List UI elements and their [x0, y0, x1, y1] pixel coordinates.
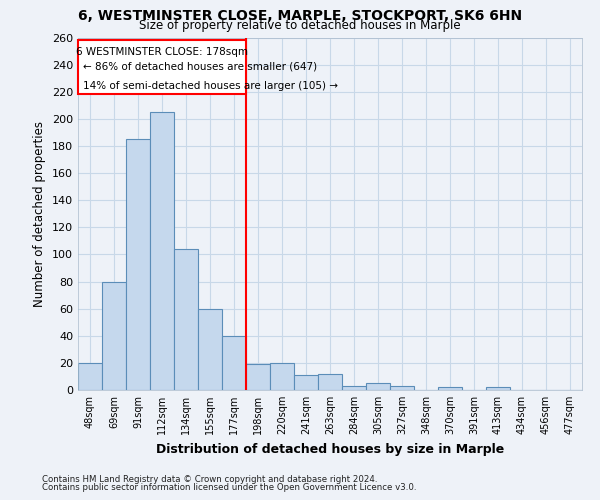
Y-axis label: Number of detached properties: Number of detached properties [34, 120, 46, 306]
Bar [78, 363, 102, 390]
Bar [294, 375, 318, 390]
Bar [390, 386, 414, 390]
Bar [438, 388, 462, 390]
Text: 6 WESTMINSTER CLOSE: 178sqm: 6 WESTMINSTER CLOSE: 178sqm [76, 47, 248, 57]
Bar [222, 336, 246, 390]
Bar [198, 308, 222, 390]
Text: 6, WESTMINSTER CLOSE, MARPLE, STOCKPORT, SK6 6HN: 6, WESTMINSTER CLOSE, MARPLE, STOCKPORT,… [78, 9, 522, 23]
Text: 14% of semi-detached houses are larger (105) →: 14% of semi-detached houses are larger (… [83, 81, 338, 91]
Text: Contains public sector information licensed under the Open Government Licence v3: Contains public sector information licen… [42, 484, 416, 492]
Bar [150, 112, 174, 390]
Bar [102, 282, 126, 390]
Text: Contains HM Land Registry data © Crown copyright and database right 2024.: Contains HM Land Registry data © Crown c… [42, 475, 377, 484]
Bar [126, 139, 150, 390]
Text: Size of property relative to detached houses in Marple: Size of property relative to detached ho… [139, 19, 461, 32]
Bar [318, 374, 342, 390]
Bar [342, 386, 366, 390]
FancyBboxPatch shape [78, 40, 246, 94]
Bar [246, 364, 270, 390]
Bar [174, 249, 198, 390]
Text: ← 86% of detached houses are smaller (647): ← 86% of detached houses are smaller (64… [83, 62, 317, 72]
X-axis label: Distribution of detached houses by size in Marple: Distribution of detached houses by size … [156, 442, 504, 456]
Bar [270, 363, 294, 390]
Bar [366, 383, 390, 390]
Bar [486, 388, 510, 390]
